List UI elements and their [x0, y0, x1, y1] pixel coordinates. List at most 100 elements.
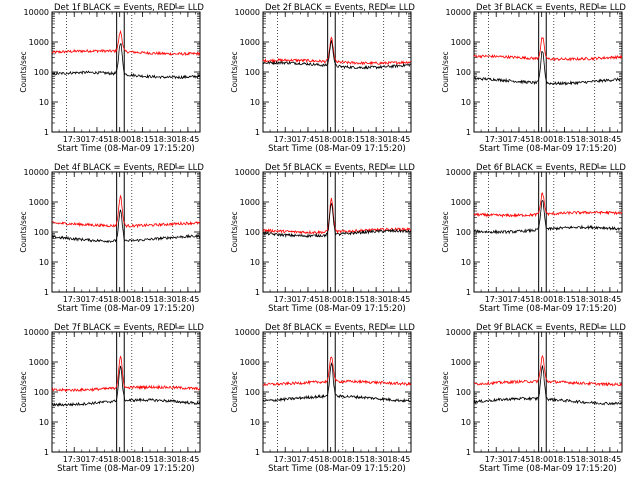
y-tick-label: 10 [250, 418, 260, 427]
x-tick-label: 17:30 [274, 135, 297, 144]
panel-title: Det 4f BLACK = Events, RED = LLD [54, 163, 204, 173]
plot-frame [262, 331, 412, 453]
panel-7f: Det 7f BLACK = Events, RED = LLD 1 10 100 10… [19, 323, 204, 474]
x-tick-label: 18:15 [553, 295, 576, 304]
y-tick-label: 10000 [235, 168, 260, 177]
panel-3f: Det 3f BLACK = Events, RED = LLD 1 10 100 10… [441, 3, 626, 154]
y-tick-label: 10 [250, 258, 260, 267]
x-tick-label: 18:30 [576, 295, 599, 304]
events-series-line [262, 362, 412, 403]
x-axis-label: Start Time (08-Mar-09 17:15:20) [57, 304, 195, 314]
y-axis-label: Counts/sec [441, 371, 450, 412]
x-tick-label: 18:45 [387, 295, 410, 304]
x-tick-label: 18:45 [387, 455, 410, 464]
x-axis-label: Start Time (08-Mar-09 17:15:20) [57, 144, 195, 154]
x-tick-label: 18:45 [176, 135, 199, 144]
x-tick-label: 18:15 [342, 455, 365, 464]
x-tick-label: 17:45 [85, 455, 108, 464]
x-tick-label: 17:45 [507, 295, 530, 304]
x-tick-label: 18:15 [131, 135, 154, 144]
top-mark [597, 323, 604, 329]
top-mark [175, 323, 182, 329]
y-tick-label: 1 [466, 288, 471, 297]
x-tick-label: 17:30 [63, 295, 86, 304]
panel-title: Det 2f BLACK = Events, RED = LLD [265, 3, 415, 13]
x-axis-label: Start Time (08-Mar-09 17:15:20) [57, 464, 195, 474]
x-tick-label: 18:00 [530, 455, 553, 464]
y-tick-label: 1000 [451, 358, 471, 367]
plot-frame [51, 331, 201, 453]
lld-series-line [51, 29, 201, 57]
y-tick-label: 1000 [240, 198, 260, 207]
x-tick-label: 18:00 [530, 135, 553, 144]
events-series-line [51, 43, 201, 80]
panel-title: Det 6f BLACK = Events, RED = LLD [476, 163, 626, 173]
panel-9f: Det 9f BLACK = Events, RED = LLD 1 10 100 10… [441, 323, 626, 474]
x-tick-label: 18:45 [598, 135, 621, 144]
y-tick-label: 1 [44, 288, 49, 297]
x-tick-label: 17:30 [485, 295, 508, 304]
x-tick-label: 18:45 [598, 455, 621, 464]
lld-series-line [262, 36, 412, 66]
y-tick-label: 100 [456, 228, 471, 237]
plot-frame [51, 11, 201, 133]
panel-title: Det 9f BLACK = Events, RED = LLD [476, 323, 626, 333]
y-tick-label: 10 [39, 418, 49, 427]
y-tick-label: 10 [39, 98, 49, 107]
lld-series-line [473, 37, 623, 62]
y-tick-label: 1000 [240, 38, 260, 47]
x-tick-label: 17:30 [485, 135, 508, 144]
x-tick-label: 17:30 [274, 455, 297, 464]
y-tick-label: 100 [34, 388, 49, 397]
x-tick-label: 18:00 [108, 455, 131, 464]
y-tick-label: 10000 [446, 8, 471, 17]
x-tick-label: 18:15 [553, 455, 576, 464]
x-tick-label: 18:00 [530, 295, 553, 304]
plot-frame [262, 11, 412, 133]
y-tick-label: 1 [255, 288, 260, 297]
y-tick-label: 1000 [29, 198, 49, 207]
x-tick-label: 18:45 [387, 135, 410, 144]
x-axis-label: Start Time (08-Mar-09 17:15:20) [479, 304, 617, 314]
y-tick-label: 10 [461, 258, 471, 267]
y-axis-label: Counts/sec [441, 51, 450, 92]
x-tick-label: 17:30 [63, 135, 86, 144]
top-mark [386, 3, 393, 9]
x-tick-label: 18:00 [319, 295, 342, 304]
plot-frame [51, 171, 201, 293]
panel-8f: Det 8f BLACK = Events, RED = LLD 1 10 100 10… [230, 323, 415, 474]
x-tick-label: 18:00 [108, 295, 131, 304]
x-axis-label: Start Time (08-Mar-09 17:15:20) [479, 144, 617, 154]
panel-6f: Det 6f BLACK = Events, RED = LLD 1 10 100 10… [441, 163, 626, 314]
events-series-line [473, 365, 623, 406]
lld-series-line [262, 356, 412, 387]
y-tick-label: 1 [466, 448, 471, 457]
y-tick-label: 100 [34, 68, 49, 77]
x-tick-label: 18:45 [176, 455, 199, 464]
top-mark [597, 3, 604, 9]
y-axis-label: Counts/sec [19, 371, 28, 412]
x-tick-label: 17:45 [85, 135, 108, 144]
panel-2f: Det 2f BLACK = Events, RED = LLD 1 10 100 10… [230, 3, 415, 154]
panel-title: Det 5f BLACK = Events, RED = LLD [265, 163, 415, 173]
top-mark [386, 323, 393, 329]
x-tick-label: 17:30 [274, 295, 297, 304]
x-axis-label: Start Time (08-Mar-09 17:15:20) [268, 144, 406, 154]
lld-series-line [473, 192, 623, 218]
y-tick-label: 10000 [235, 328, 260, 337]
x-axis-label: Start Time (08-Mar-09 17:15:20) [268, 464, 406, 474]
panel-title: Det 1f BLACK = Events, RED = LLD [54, 3, 204, 13]
y-tick-label: 1000 [29, 38, 49, 47]
y-tick-label: 10000 [235, 8, 260, 17]
y-tick-label: 10 [461, 98, 471, 107]
x-tick-label: 18:30 [365, 455, 388, 464]
y-tick-label: 10 [39, 258, 49, 267]
x-tick-label: 17:45 [507, 455, 530, 464]
lld-series-line [51, 194, 201, 229]
x-tick-label: 17:45 [296, 135, 319, 144]
panel-title: Det 8f BLACK = Events, RED = LLD [265, 323, 415, 333]
y-tick-label: 10000 [24, 8, 49, 17]
plot-frame [473, 331, 623, 453]
x-tick-label: 17:30 [63, 455, 86, 464]
